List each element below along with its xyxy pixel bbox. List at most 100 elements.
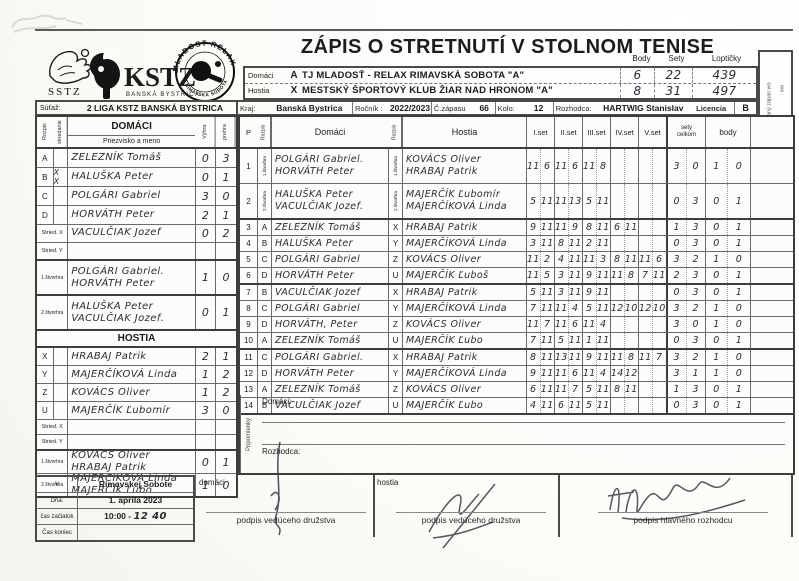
- competition-name: 2 LIGA KSTZ BANSKÁ BYSTRICA: [86, 103, 224, 113]
- player-code: B: [42, 172, 48, 182]
- set4-score: [610, 333, 638, 348]
- home-signature-caption: podpis vedúceho družstva: [206, 512, 366, 525]
- home-player-cell: HORVÁTH Peter: [271, 268, 388, 283]
- referee-name: HARTWIG Stanislav: [603, 103, 684, 113]
- match-number: 11: [244, 353, 253, 362]
- sets-total-home: 0: [668, 236, 687, 251]
- home-rozpis-text: C: [261, 304, 268, 313]
- wo-cell: [750, 220, 793, 235]
- guest-rozpis-text: U: [392, 401, 399, 410]
- player-name-cell: KOVÁCS Oliver HRABAJ Patrik: [67, 451, 194, 473]
- home-sety-total: 22: [654, 68, 692, 83]
- guest-rozpis-code: X: [388, 350, 402, 365]
- set1-home: 11: [526, 268, 541, 283]
- home-player-cell: ZELEZNÍK Tomáš: [271, 333, 388, 348]
- guest-lopticky-total: 497: [692, 83, 756, 98]
- guest-player-cell: KOVÁCS Oliver HRABAJ Patrik: [402, 149, 526, 183]
- player-wins: 1: [194, 384, 216, 401]
- sets-total-home: 0: [668, 184, 687, 218]
- player-name-cell: HALUŠKA Peter VACULČIAK Jozef.: [67, 296, 194, 329]
- sets-total-home: 0: [668, 333, 687, 348]
- player-wins: [194, 242, 216, 259]
- set4-home: 12: [610, 301, 625, 316]
- points-home: 0: [706, 268, 728, 283]
- guest-rozpis-code: Y: [388, 366, 402, 381]
- time-row-label: Dňa:: [37, 493, 78, 508]
- player-code: Z: [42, 388, 48, 397]
- home-player-line1: ZELEZNÍK Tomáš: [275, 221, 361, 233]
- sets-total-home: 0: [668, 398, 687, 413]
- home-player-line1: HALUŠKA Peter: [275, 237, 353, 249]
- set4-guest: [625, 184, 639, 218]
- guest-rozpis-text: X: [392, 288, 399, 297]
- set1-guest: 7: [544, 319, 551, 330]
- points-guest: 0: [735, 254, 743, 265]
- set5-home: [639, 149, 653, 183]
- home-player-line2: VACULČIAK Jozef.: [275, 201, 364, 212]
- match-row: 13 A ZELEZNÍK Tomáš Z KOVÁCS Oliver 6 11 …: [240, 381, 793, 397]
- time-row: čas začiatok 10:00 - 12 40: [37, 508, 193, 524]
- set5-guest: 10: [652, 303, 666, 314]
- time-row: V Rimavskej Sobote: [37, 477, 193, 492]
- wo-cell: [750, 398, 793, 413]
- guest-player-cell: MAJERČÍKOVÁ Linda: [402, 366, 526, 381]
- set1-score: 3 11: [526, 236, 554, 251]
- wins-column-header: Výhra: [194, 117, 216, 147]
- player-code: A: [42, 153, 48, 163]
- set3-guest: 11: [596, 400, 610, 411]
- sets-total-guest: 0: [692, 160, 699, 172]
- match-row: 5 C POLGÁRI Gabriel Z KOVÁCS Oliver 11 2 …: [240, 251, 793, 267]
- set2-guest: 6: [572, 160, 579, 172]
- substitution-mark: [52, 206, 68, 224]
- time-row-label: V: [37, 477, 78, 492]
- player-wins: 1: [194, 366, 216, 383]
- sets-total-home: 3: [668, 317, 687, 332]
- set5-score: [638, 333, 666, 348]
- set4-score: 11 8: [610, 350, 638, 365]
- set3-score: 5 11: [582, 382, 610, 397]
- points-guest: 1: [735, 400, 743, 411]
- guest-rozpis-code: Y: [388, 236, 402, 251]
- referee-signature-caption: podpis hlavného rozhodcu: [598, 512, 768, 525]
- roster-row: Stried. X VACULČIAK Jozef 0 2: [37, 224, 236, 242]
- set5-guest: [653, 149, 667, 183]
- match-row: 9 D HORVÁTH, Peter Z KOVÁCS Oliver 11 7 1…: [240, 316, 793, 332]
- set5-home: 11: [638, 350, 653, 365]
- substitution-mark: [52, 366, 68, 383]
- set3-col-header: III.set: [582, 117, 610, 147]
- sets-total-guest: 3: [692, 400, 699, 411]
- guest-player-line1: MAJERČÍK Ľubomír: [406, 189, 501, 200]
- guest-rozpis-text: U: [392, 336, 399, 345]
- set2-guest: 11: [568, 254, 582, 265]
- home-rozpis-code: D: [257, 366, 271, 381]
- sets-total-guest: 3: [692, 238, 699, 249]
- set3-score: 1 11: [582, 333, 610, 348]
- roster-row: 1.štvorhra KOVÁCS Oliver HRABAJ Patrik 0…: [37, 449, 236, 473]
- set3-home: 1: [583, 333, 597, 348]
- set1-guest: 11: [540, 352, 554, 363]
- kstz-logo-text: KSTZ: [124, 62, 197, 92]
- match-number-col-header: P: [245, 127, 251, 137]
- signature-divider-3: [791, 475, 793, 537]
- set1-guest: 2: [544, 254, 551, 265]
- player-name-cell: [67, 242, 194, 259]
- set3-home: 11: [582, 317, 597, 332]
- set2-home: 3: [555, 285, 569, 300]
- set2-score: 11 6: [554, 366, 582, 381]
- home-player-cell: HALUŠKA Peter VACULČIAK Jozef.: [271, 184, 388, 218]
- home-rozpis-text: D: [261, 320, 268, 329]
- home-rozpis-text: A: [261, 336, 268, 345]
- guest-player-line2: HRABAJ Patrik: [406, 166, 478, 177]
- pencil-scribble: [11, 14, 83, 33]
- roster-row: U MAJERČÍK Ľubomír 3 0: [37, 401, 236, 419]
- home-rozpis-code: A: [257, 220, 271, 235]
- set3-home: 5: [583, 301, 597, 316]
- set2-score: 4 11: [554, 252, 582, 267]
- roster-row: B X X HALUŠKA Peter 0 1: [37, 167, 236, 186]
- name-column-header: DOMÁCI Priezvisko a meno: [67, 117, 195, 147]
- match-table: P Rozpis Domáci Rozpis Hostia I.set II.s…: [238, 115, 795, 415]
- signature-divider-2: [558, 475, 560, 537]
